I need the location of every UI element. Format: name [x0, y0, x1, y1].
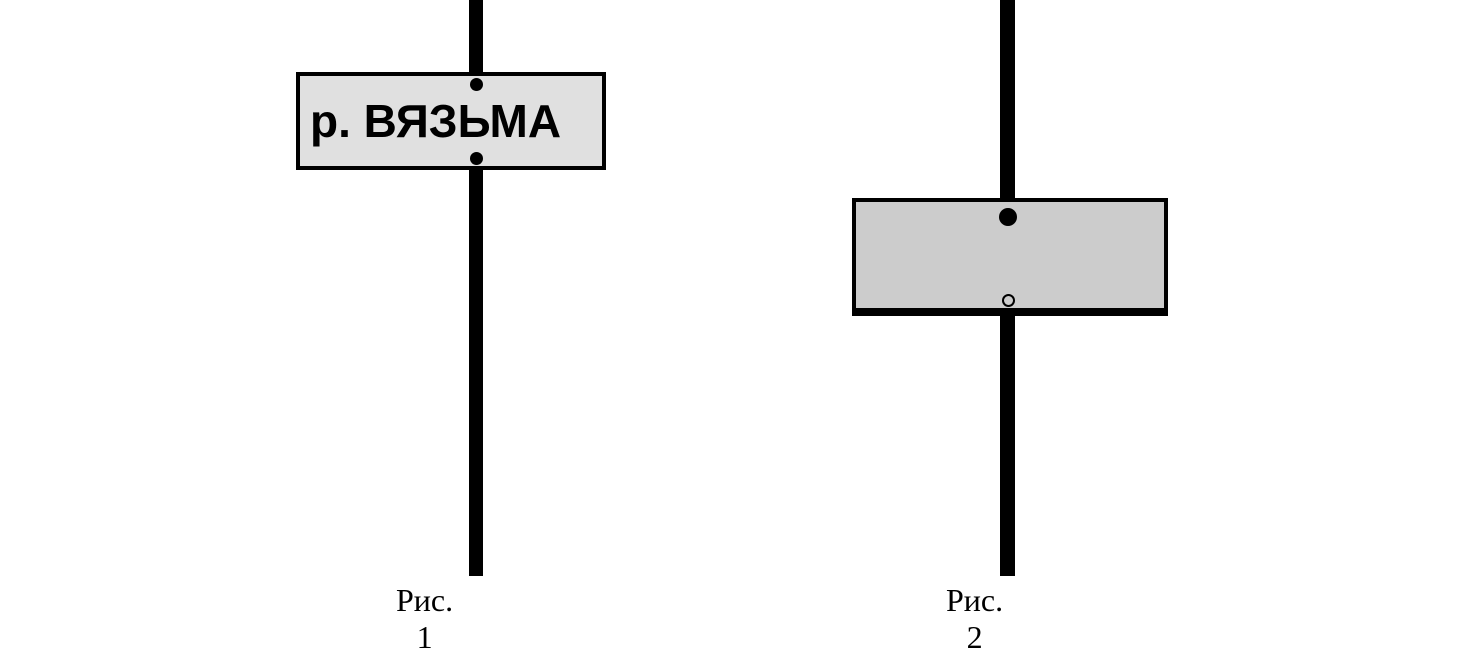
sign-text-1: р. ВЯЗЬМА — [310, 94, 561, 148]
pole-top — [469, 0, 483, 72]
figure-caption-2: Рис. 2 — [946, 582, 1003, 656]
pole-top — [1000, 0, 1015, 198]
bolt-dot — [999, 208, 1017, 226]
figure-caption-1: Рис. 1 — [396, 582, 453, 656]
pole-bottom — [469, 170, 483, 576]
bolt-dot-hollow — [1002, 294, 1015, 307]
bolt-dot — [470, 152, 483, 165]
pole-bottom — [1000, 316, 1015, 576]
bolt-dot — [470, 78, 483, 91]
